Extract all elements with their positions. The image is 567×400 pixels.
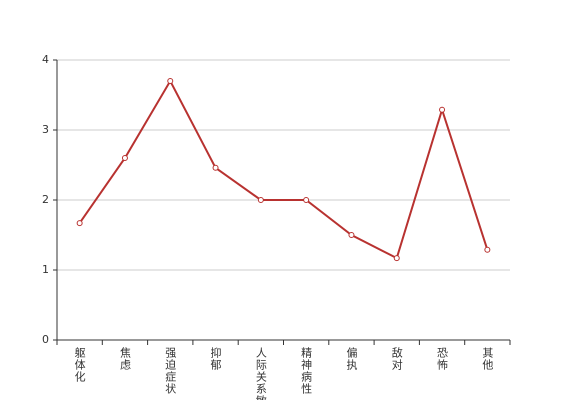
y-tick-label: 3 bbox=[42, 123, 49, 136]
y-tick-label: 4 bbox=[42, 53, 49, 66]
point bbox=[167, 78, 174, 84]
x-tick-label: 敌对 bbox=[390, 346, 403, 371]
x-tick-label: 人际关系敏感 bbox=[254, 347, 267, 400]
x-tick-label: 焦虑 bbox=[118, 347, 131, 371]
point bbox=[439, 106, 446, 113]
x-tick-label: 强迫症状 bbox=[164, 347, 177, 395]
point bbox=[303, 197, 310, 203]
point bbox=[257, 197, 264, 203]
y-tick-label: 1 bbox=[42, 263, 49, 276]
x-tick-label: 偏执 bbox=[345, 346, 358, 371]
point bbox=[212, 164, 219, 171]
x-tick-label: 躯体化 bbox=[73, 347, 86, 383]
point bbox=[348, 232, 355, 238]
x-tick-label: 恐怖 bbox=[436, 347, 449, 371]
x-tick-label: 其他 bbox=[481, 347, 494, 371]
point bbox=[121, 155, 128, 161]
y-tick-label: 2 bbox=[42, 193, 49, 206]
x-tick-label: 抑郁 bbox=[209, 346, 222, 371]
x-tick-label: 精神病性 bbox=[300, 347, 313, 395]
y-tick-label: 0 bbox=[42, 333, 49, 346]
point bbox=[393, 255, 400, 262]
point bbox=[76, 220, 83, 227]
point bbox=[484, 246, 491, 253]
line bbox=[78, 78, 489, 260]
